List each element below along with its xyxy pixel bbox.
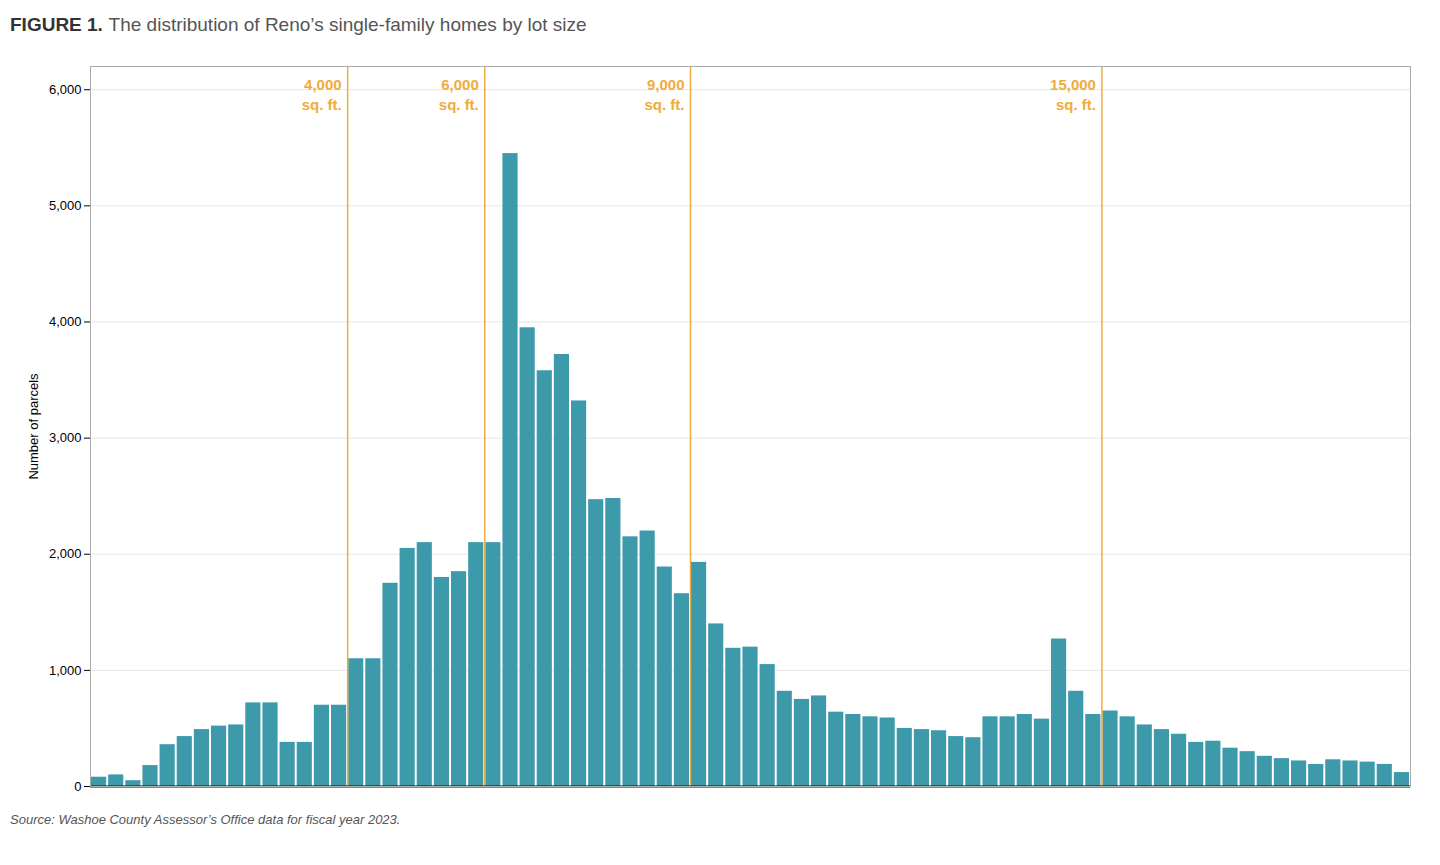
svg-text:4,000: 4,000 (49, 314, 82, 329)
svg-text:3,000: 3,000 (49, 430, 82, 445)
svg-text:2,000: 2,000 (49, 546, 82, 561)
svg-text:1,000: 1,000 (49, 663, 82, 678)
svg-text:6,000sq. ft.: 6,000sq. ft. (439, 76, 479, 113)
svg-text:0: 0 (74, 779, 81, 794)
html-text:Source: Washoe County Assessor: Source: Washoe County Assessor’s Office … (10, 812, 401, 827)
svg-text:9,000sq. ft.: 9,000sq. ft. (645, 76, 685, 113)
html-text:FIGURE 1. The distribution of: FIGURE 1. The distribution of Reno’s sin… (10, 14, 587, 35)
svg-text:Number of parcels: Number of parcels (26, 373, 41, 480)
svg-text:6,000: 6,000 (49, 82, 82, 97)
svg-text:15,000sq. ft.: 15,000sq. ft. (1050, 76, 1096, 113)
svg-text:5,000: 5,000 (49, 198, 82, 213)
svg-text:4,000sq. ft.: 4,000sq. ft. (302, 76, 342, 113)
